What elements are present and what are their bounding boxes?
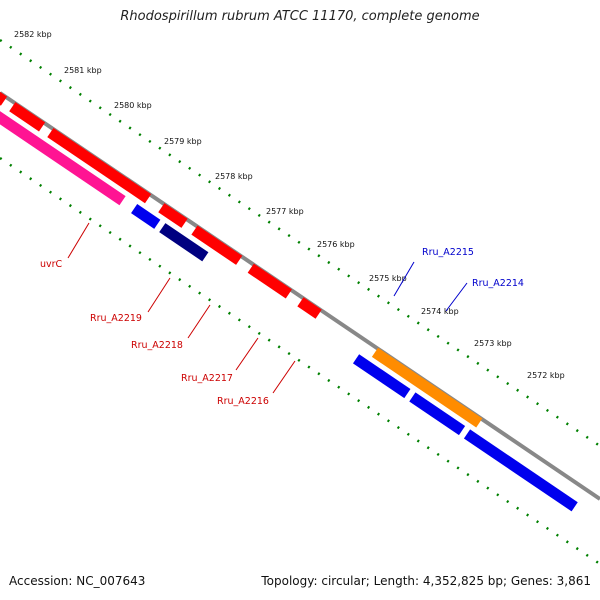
gene-forward[interactable] [47, 127, 152, 204]
gene-labels: uvrC Rru_A2219 Rru_A2218 Rru_A2217 Rru_A… [40, 247, 524, 407]
gene-forward[interactable] [297, 297, 322, 319]
forward-genes [0, 57, 483, 428]
ruler-label: 2577 kbp [266, 207, 304, 216]
gene-forward[interactable] [191, 225, 243, 265]
gene-label-rru-a2217[interactable]: Rru_A2217 [181, 373, 233, 384]
ruler-label: 2579 kbp [164, 137, 202, 146]
gene-pink[interactable] [0, 110, 126, 206]
gene-reverse[interactable] [131, 204, 161, 229]
ruler-label: 2581 kbp [64, 66, 102, 75]
gene-forward[interactable] [158, 203, 188, 228]
ruler-label: 2572 kbp [527, 371, 565, 380]
gene-label-rru-a2214[interactable]: Rru_A2214 [472, 278, 524, 289]
gene-orange[interactable] [371, 347, 483, 428]
gene-reverse[interactable] [409, 392, 466, 436]
reverse-genes [0, 110, 578, 512]
gene-label-rru-a2216[interactable]: Rru_A2216 [217, 396, 269, 407]
ruler-label: 2578 kbp [215, 172, 253, 181]
gene-reverse[interactable] [463, 429, 578, 512]
ruler-label: 2582 kbp [14, 30, 52, 39]
ruler-track-upper [0, 38, 600, 448]
ruler-label: 2576 kbp [317, 240, 355, 249]
gene-reverse[interactable] [352, 354, 411, 399]
genome-summary-text: Topology: circular; Length: 4,352,825 bp… [261, 574, 591, 588]
ruler-label: 2575 kbp [369, 274, 407, 283]
gene-forward[interactable] [9, 102, 46, 132]
ruler-label: 2573 kbp [474, 339, 512, 348]
gene-label-leaders [67, 222, 468, 394]
gene-label-uvrc[interactable]: uvrC [40, 259, 63, 270]
ruler-label: 2580 kbp [114, 101, 152, 110]
ruler-track-lower [0, 156, 600, 566]
ruler-labels: 2582 kbp 2581 kbp 2580 kbp 2579 kbp 2578… [14, 30, 565, 380]
accession-text: Accession: NC_007643 [9, 574, 146, 588]
ruler-label: 2574 kbp [421, 307, 459, 316]
gene-label-rru-a2219[interactable]: Rru_A2219 [90, 313, 142, 324]
gene-navy[interactable] [159, 223, 209, 262]
map-title: Rhodospirillum rubrum ATCC 11170, comple… [120, 9, 480, 24]
gene-label-rru-a2218[interactable]: Rru_A2218 [131, 340, 183, 351]
gene-forward[interactable] [247, 263, 292, 299]
gene-label-rru-a2215[interactable]: Rru_A2215 [422, 247, 474, 258]
